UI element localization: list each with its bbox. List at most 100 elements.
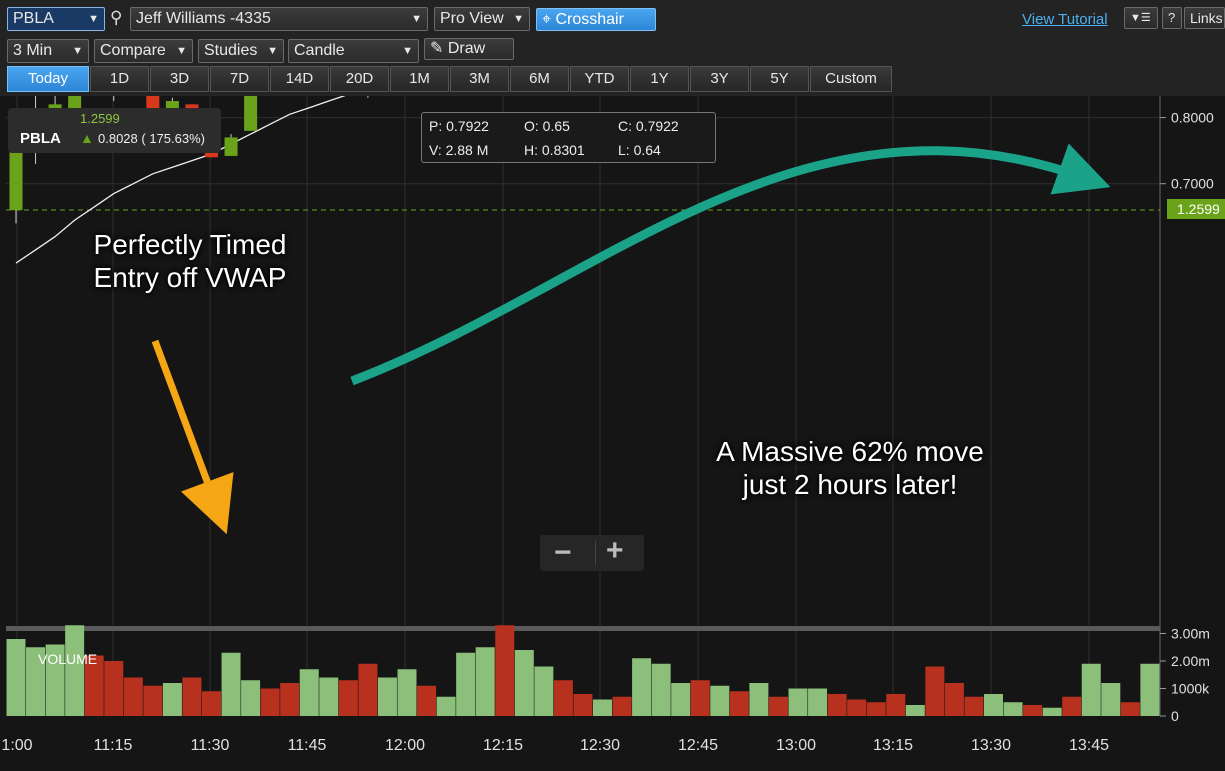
volume-bar — [260, 688, 280, 716]
tab-today[interactable]: Today — [7, 66, 89, 92]
time-tick-label: 11:30 — [191, 737, 230, 754]
volume-bar — [104, 661, 124, 716]
chart-background — [0, 96, 1225, 771]
time-tick-label: 13:15 — [873, 737, 913, 754]
volume-bar — [573, 694, 593, 716]
volume-bar — [612, 696, 632, 716]
chevron-down-icon: ▼ — [176, 45, 187, 57]
move-line1: A Massive 62% move — [716, 436, 984, 467]
crosshair-button[interactable]: ⌖ Crosshair — [536, 8, 656, 31]
time-tick-label: 12:30 — [580, 737, 620, 754]
move-line2: just 2 hours later! — [742, 469, 958, 500]
volume-bar — [1003, 702, 1023, 716]
zoom-out-button[interactable]: − — [554, 536, 572, 569]
account-select[interactable]: Jeff Williams -4335 ▼ — [130, 7, 428, 31]
compare-select[interactable]: Compare ▼ — [94, 39, 193, 63]
volume-tick-label: 2.00m — [1171, 653, 1210, 669]
ohlc-o: O: 0.65 — [524, 118, 570, 134]
volume-bar — [319, 677, 339, 716]
studies-select-label: Studies — [204, 42, 258, 59]
zoom-divider — [595, 541, 596, 565]
studies-select[interactable]: Studies ▼ — [198, 39, 284, 63]
volume-bar — [143, 685, 163, 716]
chart-settings-bar: 3 Min ▼ Compare ▼ Studies ▼ Candle ▼ ✎ D… — [0, 36, 1225, 64]
volume-bar — [671, 683, 691, 716]
volume-bar — [299, 669, 319, 716]
chevron-down-icon[interactable]: ▼ — [88, 13, 99, 25]
tab-7d[interactable]: 7D — [210, 66, 269, 92]
view-tutorial-link[interactable]: View Tutorial — [1022, 11, 1108, 28]
volume-bar — [553, 680, 573, 716]
time-tick-label: 12:15 — [483, 737, 523, 754]
volume-label: VOLUME — [38, 651, 98, 667]
pencil-icon: ✎ — [430, 40, 444, 57]
tab-1m[interactable]: 1M — [390, 66, 449, 92]
entry-line2: Entry off VWAP — [93, 262, 287, 293]
volume-bar — [1042, 707, 1062, 716]
volume-bar — [1081, 663, 1101, 716]
volume-bar — [651, 663, 671, 716]
volume-bar — [514, 650, 534, 716]
volume-bar — [866, 702, 886, 716]
tab-ytd[interactable]: YTD — [570, 66, 629, 92]
volume-bar — [1120, 702, 1140, 716]
symbol-input[interactable]: PBLA ▼ — [7, 7, 105, 31]
tab-3m[interactable]: 3M — [450, 66, 509, 92]
entry-annotation: Perfectly Timed Entry off VWAP — [60, 228, 320, 294]
quote-last: 1.2599 — [80, 111, 120, 126]
volume-bar — [241, 680, 261, 716]
price-tick-label: 0.7000 — [1171, 176, 1214, 192]
volume-bar — [280, 683, 300, 716]
quote-symbol: PBLA — [20, 130, 61, 147]
tab-1d[interactable]: 1D — [90, 66, 149, 92]
move-annotation: A Massive 62% move just 2 hours later! — [660, 435, 1040, 501]
candle-body — [165, 101, 179, 111]
chart-type-select[interactable]: Candle ▼ — [288, 39, 419, 63]
account-select-label: Jeff Williams -4335 — [136, 10, 271, 27]
tab-custom[interactable]: Custom — [810, 66, 892, 92]
view-select[interactable]: Pro View ▼ — [434, 7, 530, 31]
main-toolbar: PBLA ▼ ⚲ Jeff Williams -4335 ▼ Pro View … — [0, 0, 1225, 36]
search-icon[interactable]: ⚲ — [110, 8, 123, 27]
volume-bar — [358, 663, 378, 716]
ohlc-l: L: 0.64 — [618, 142, 661, 158]
zoom-in-button[interactable]: + — [606, 534, 624, 567]
volume-bar — [26, 647, 46, 716]
volume-bar — [944, 683, 964, 716]
volume-bar — [397, 669, 417, 716]
volume-bar — [886, 694, 906, 716]
ohlc-c: C: 0.7922 — [618, 118, 679, 134]
tab-1y[interactable]: 1Y — [630, 66, 689, 92]
volume-bar — [690, 680, 710, 716]
volume-bar — [984, 694, 1003, 716]
price-tick-label: 0.8000 — [1171, 110, 1214, 126]
volume-bar — [729, 691, 749, 716]
links-button[interactable]: Links — [1184, 7, 1225, 29]
volume-bar — [65, 625, 85, 716]
ohlc-v: V: 2.88 M — [429, 142, 489, 158]
tab-3d[interactable]: 3D — [150, 66, 209, 92]
volume-bar — [221, 652, 241, 716]
volume-bar — [456, 652, 476, 716]
draw-button[interactable]: ✎ Draw — [424, 38, 514, 60]
teal-arrow — [350, 143, 1111, 386]
chevron-down-icon: ▼ — [402, 45, 413, 57]
price-chart[interactable]: 1.40001.30001.20001.10001.00000.90000.80… — [0, 96, 1225, 771]
entry-line1: Perfectly Timed — [93, 229, 287, 260]
volume-bar — [1101, 683, 1121, 716]
volume-bar — [710, 685, 730, 716]
tab-6m[interactable]: 6M — [510, 66, 569, 92]
draw-label: Draw — [447, 40, 486, 57]
zoom-control: − + — [540, 534, 644, 571]
volume-tick-label: 3.00m — [1171, 626, 1210, 642]
tab-14d[interactable]: 14D — [270, 66, 329, 92]
interval-select[interactable]: 3 Min ▼ — [7, 39, 89, 63]
tab-5y[interactable]: 5Y — [750, 66, 809, 92]
volume-bar — [202, 691, 221, 716]
volume-bar — [1023, 705, 1043, 716]
tab-20d[interactable]: 20D — [330, 66, 389, 92]
menu-button[interactable]: ▼☰ — [1124, 7, 1158, 29]
tab-3y[interactable]: 3Y — [690, 66, 749, 92]
chevron-down-icon: ▼ — [72, 45, 83, 57]
help-button[interactable]: ? — [1162, 7, 1182, 29]
